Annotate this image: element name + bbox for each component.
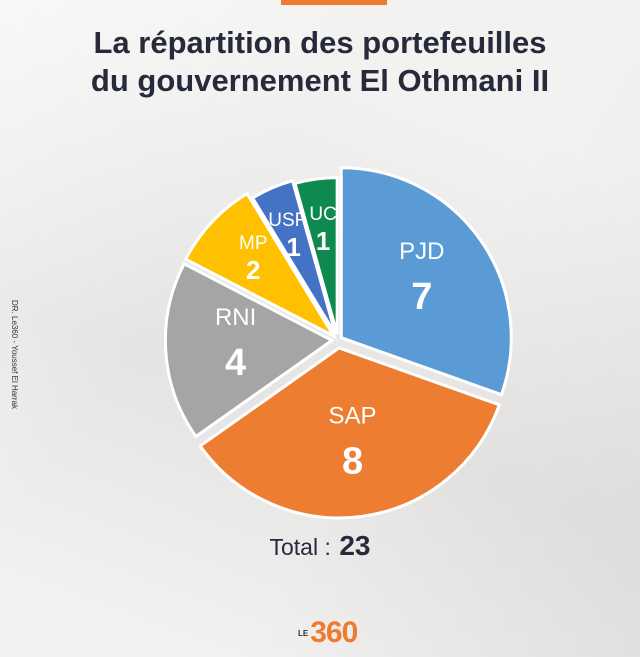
pie-slice-mp — [183, 191, 338, 340]
photo-credit: DR. Le360 - Youssef El Harrak — [10, 300, 19, 409]
logo-number: 360 — [310, 616, 358, 649]
total-label: Total : — [269, 534, 331, 560]
title-line-1: La répartition des portefeuilles — [93, 25, 547, 60]
logo-prefix: LE — [298, 628, 309, 638]
pie-slice-usfp — [250, 178, 338, 336]
slice-label-uc: UC — [309, 204, 336, 225]
slice-label-mp: MP — [239, 233, 268, 254]
slice-value-rni: 4 — [225, 342, 246, 384]
pie-slice-pjd — [339, 166, 513, 397]
slice-label-sap: SAP — [328, 403, 376, 430]
total-value: 23 — [339, 530, 371, 561]
slice-value-usfp: 1 — [286, 232, 300, 262]
total: Total : 23 — [0, 530, 640, 562]
pie-slice-uc — [293, 176, 339, 335]
slice-value-mp: 2 — [246, 255, 260, 285]
pie-slice-sap — [198, 346, 502, 520]
slice-label-pjd: PJD — [399, 238, 444, 265]
slice-value-sap: 8 — [342, 441, 363, 483]
title-line-2: du gouvernement El Othmani II — [90, 63, 550, 98]
slice-label-rni: RNI — [215, 304, 256, 331]
le360-logo: LE 360 — [298, 613, 358, 653]
slice-value-pjd: 7 — [411, 276, 432, 318]
top-accent-bar — [281, 0, 387, 5]
chart-title: La répartition des portefeuilles du gouv… — [0, 24, 640, 100]
slice-value-uc: 1 — [316, 226, 330, 256]
pie-slice-rni — [163, 261, 335, 439]
